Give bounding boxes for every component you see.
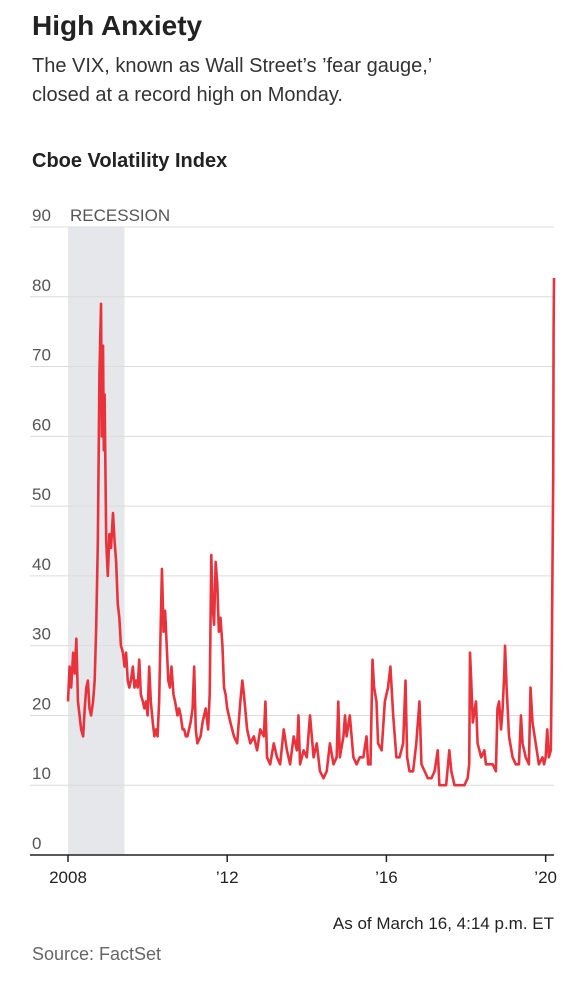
x-tick-label: 2008 bbox=[49, 868, 87, 887]
subtitle: The VIX, known as Wall Street’s ’fear ga… bbox=[32, 55, 432, 106]
note: As of March 16, 4:14 p.m. ET bbox=[333, 914, 554, 933]
x-tick-label: ’20 bbox=[534, 868, 557, 887]
y-tick-label: 90 bbox=[32, 206, 51, 225]
y-tick-label: 60 bbox=[32, 415, 51, 434]
vix-line bbox=[66, 277, 556, 787]
y-tick-label: 0 bbox=[32, 834, 41, 853]
recession-label: RECESSION bbox=[70, 206, 170, 225]
y-tick-label: 20 bbox=[32, 694, 51, 713]
x-tick-label: ’12 bbox=[216, 868, 239, 887]
y-tick-label: 30 bbox=[32, 625, 51, 644]
y-tick-label: 80 bbox=[32, 276, 51, 295]
chart-title: Cboe Volatility Index bbox=[32, 150, 228, 172]
y-tick-label: 40 bbox=[32, 555, 51, 574]
recession-band bbox=[68, 227, 125, 855]
title: High Anxiety bbox=[32, 10, 203, 41]
source: Source: FactSet bbox=[32, 944, 161, 964]
y-tick-label: 10 bbox=[32, 764, 51, 783]
y-tick-label: 70 bbox=[32, 346, 51, 365]
y-tick-label: 50 bbox=[32, 485, 51, 504]
x-tick-label: ’16 bbox=[375, 868, 398, 887]
